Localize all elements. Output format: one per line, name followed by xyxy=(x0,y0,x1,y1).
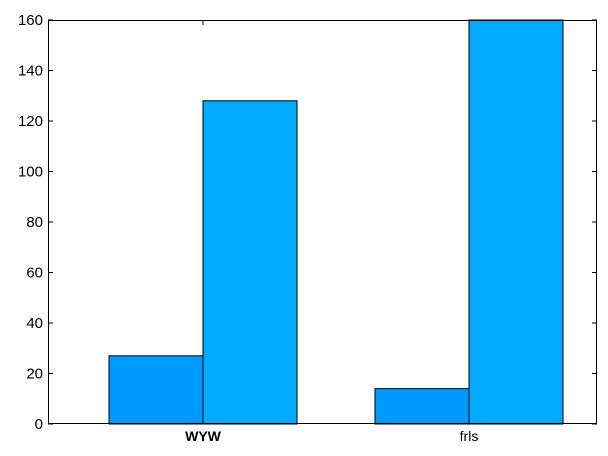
y-tick-label: 100 xyxy=(18,164,43,181)
bar-wyw-series-1 xyxy=(108,355,204,425)
y-axis-ticks: 0 20 40 60 80 100 120 140 160 xyxy=(18,12,597,433)
y-tick-label: 0 xyxy=(35,416,43,433)
x-category-label-frls: frls xyxy=(460,428,479,444)
bar-frls-series-1 xyxy=(374,388,470,425)
bar-frls-series-2 xyxy=(468,19,564,425)
plot-area-frame xyxy=(48,20,597,424)
y-tick-label: 120 xyxy=(18,113,43,130)
x-category-label-wyw: WYW xyxy=(185,428,222,444)
y-tick-label: 40 xyxy=(26,315,43,332)
y-tick-label: 80 xyxy=(26,214,43,231)
x-axis-ticks: WYW frls xyxy=(185,20,478,444)
y-tick-label: 60 xyxy=(26,265,43,282)
bar-wyw-series-2 xyxy=(202,100,298,425)
y-tick-label: 140 xyxy=(18,63,43,80)
y-tick-label: 160 xyxy=(18,12,43,29)
y-tick-label: 20 xyxy=(26,366,43,383)
bars-group xyxy=(108,19,564,425)
